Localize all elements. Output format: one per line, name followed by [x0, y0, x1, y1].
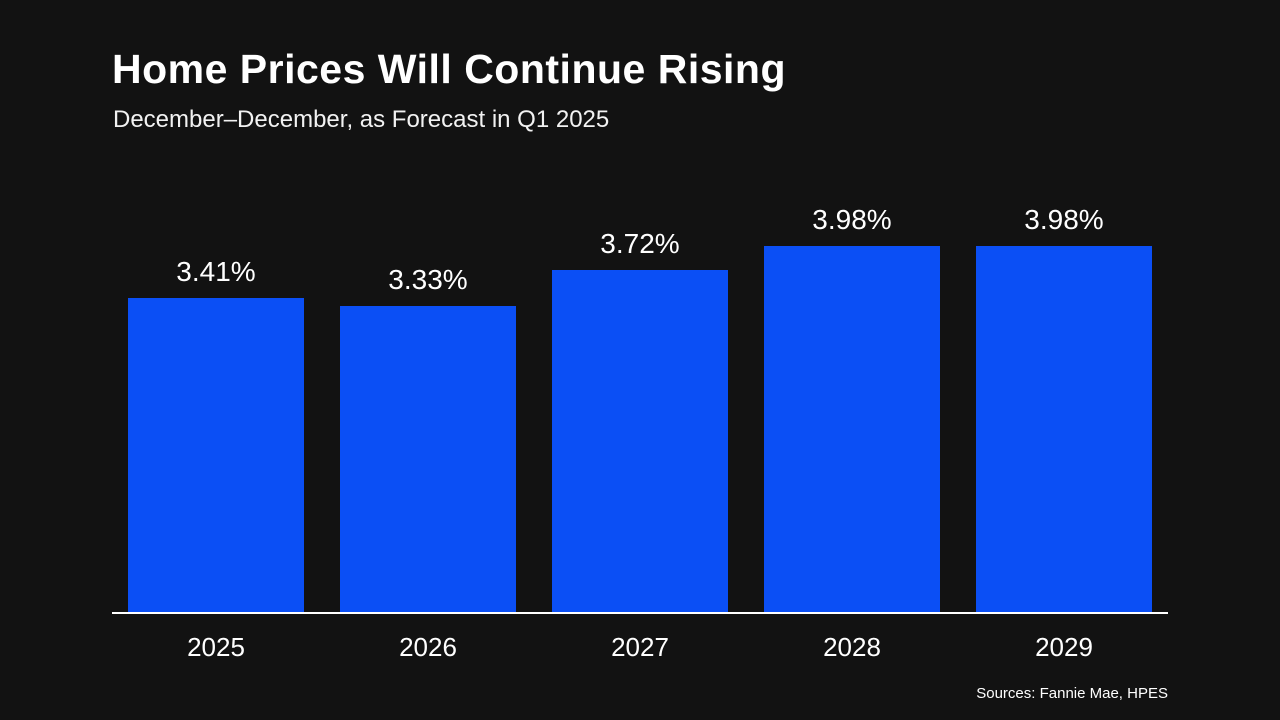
chart-subtitle: December–December, as Forecast in Q1 202… [113, 106, 610, 133]
bar [128, 298, 304, 612]
bar-value-label: 3.33% [388, 264, 468, 295]
bar [976, 246, 1152, 612]
source-note: Sources: Fannie Mae, HPES [976, 685, 1168, 702]
bar-group: 3.33% [340, 264, 516, 612]
bar-group: 3.98% [764, 204, 940, 612]
bar-value-label: 3.98% [812, 204, 892, 235]
x-axis-tick-label: 2029 [1035, 632, 1093, 662]
bar [764, 246, 940, 612]
x-axis-tick-label: 2027 [611, 632, 669, 662]
bar-value-label: 3.72% [600, 228, 680, 259]
bar-group: 3.72% [552, 228, 728, 612]
bar-value-label: 3.41% [176, 256, 256, 287]
x-axis-tick-label: 2028 [823, 632, 881, 662]
plot-area: 3.41% 3.33% 3.72% 3.98% 3.98% [112, 190, 1168, 614]
bar-group: 3.98% [976, 204, 1152, 612]
x-axis-labels: 2025 2026 2027 2028 2029 [112, 632, 1168, 663]
bar-value-label: 3.98% [1024, 204, 1104, 235]
x-axis-tick-label: 2025 [187, 632, 245, 662]
bar [552, 270, 728, 612]
x-axis-tick-label: 2026 [399, 632, 457, 662]
bar [340, 306, 516, 612]
bar-chart: 3.41% 3.33% 3.72% 3.98% 3.98% 2025 2026 2027 20… [112, 190, 1168, 663]
bar-group: 3.41% [128, 256, 304, 612]
chart-title: Home Prices Will Continue Rising [112, 46, 787, 92]
